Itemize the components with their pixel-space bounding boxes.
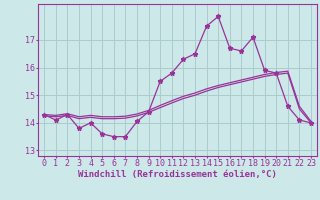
X-axis label: Windchill (Refroidissement éolien,°C): Windchill (Refroidissement éolien,°C) xyxy=(78,170,277,179)
